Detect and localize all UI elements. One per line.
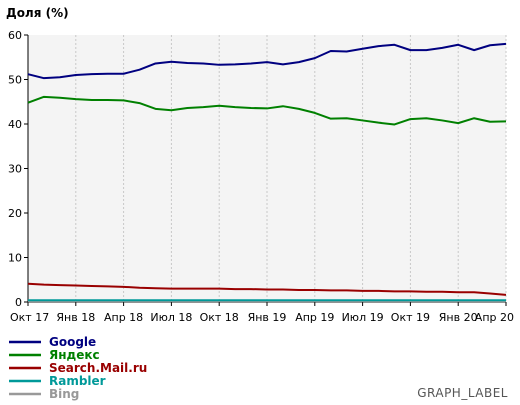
y-tick-label: 10	[8, 252, 22, 265]
x-tick-label: Окт 17	[10, 311, 49, 324]
x-tick-label: Апр 19	[295, 311, 334, 324]
chart-title: Доля (%)	[6, 6, 69, 20]
legend-label: Bing	[49, 387, 79, 401]
y-tick-label: 40	[8, 118, 22, 131]
y-tick-label: 60	[8, 29, 22, 42]
series-line-google	[27, 42, 507, 80]
legend-label: Search.Mail.ru	[49, 361, 147, 375]
x-tick-label: Июл 18	[150, 311, 192, 324]
x-tick-label: Янв 18	[56, 311, 95, 324]
series-line--	[27, 95, 507, 126]
x-tick-label: Апр 20	[475, 311, 514, 324]
y-tick-label: 0	[15, 296, 22, 309]
y-tick-label: 30	[8, 163, 22, 176]
y-tick-label: 20	[8, 207, 22, 220]
legend-label: Rambler	[49, 374, 106, 388]
x-tick-label: Окт 18	[200, 311, 239, 324]
x-tick-label: Окт 19	[391, 311, 430, 324]
graph-label: GRAPH_LABEL	[417, 386, 508, 400]
x-tick-label: Янв 20	[439, 311, 478, 324]
series-line-search-mail-ru	[27, 282, 507, 296]
legend-label: Яндекс	[49, 348, 100, 362]
x-tick-label: Июл 19	[342, 311, 384, 324]
legend-label: Google	[49, 335, 96, 349]
y-tick-label: 50	[8, 74, 22, 87]
plot-area: 0 10 20 30 40 50 60 Окт 17 Янв 18 Апр 18 Июл 18 Окт…	[8, 29, 514, 324]
x-tick-label: Янв 19	[248, 311, 287, 324]
x-tick-label: Апр 18	[104, 311, 143, 324]
